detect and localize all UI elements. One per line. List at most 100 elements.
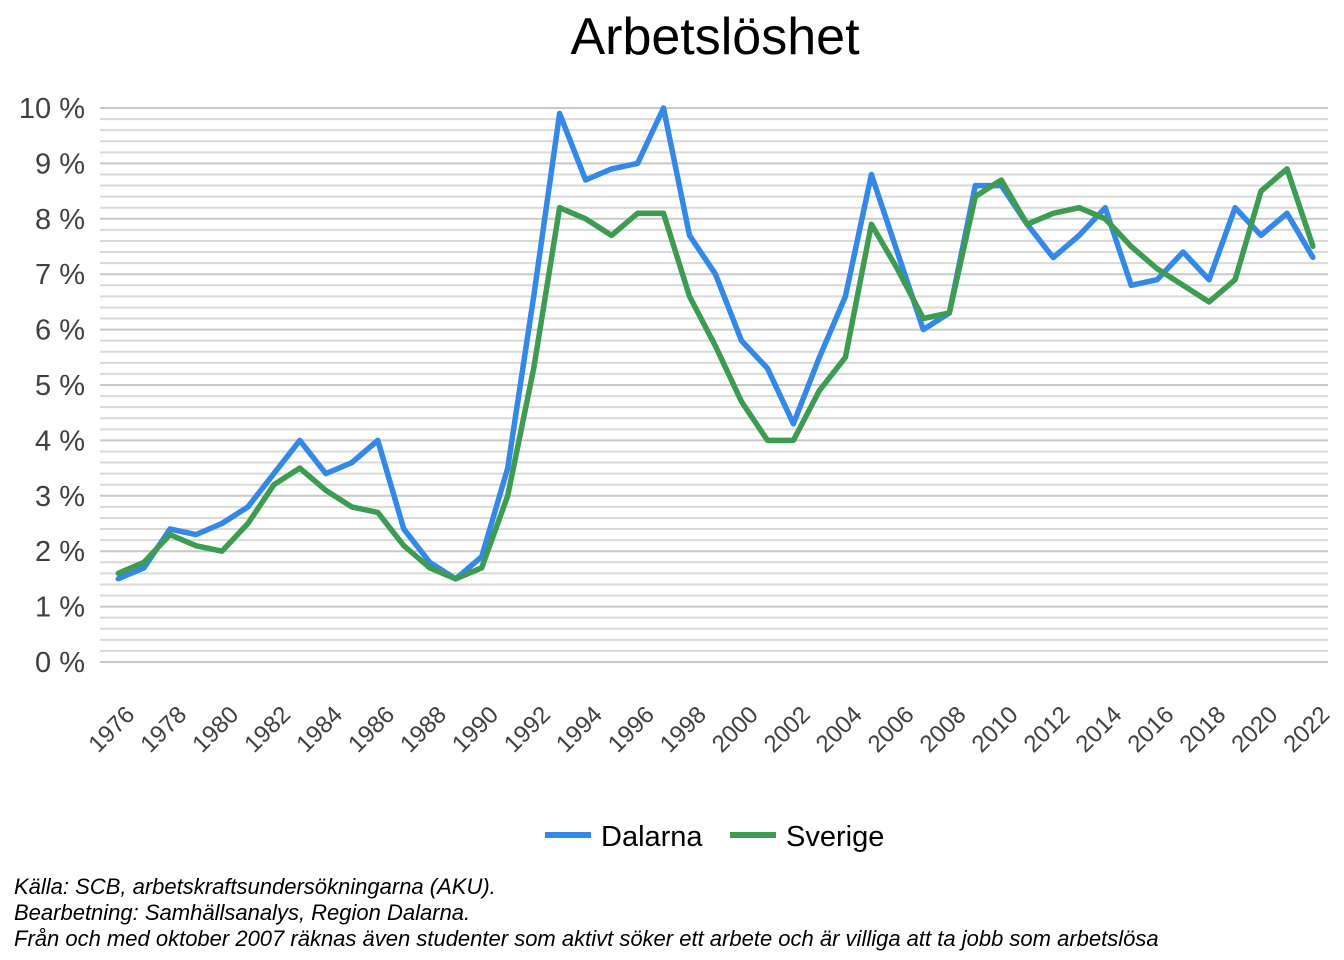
data-point-sverige-2020 — [1258, 188, 1264, 194]
data-point-sverige-2012 — [1050, 210, 1056, 216]
data-point-sverige-1984 — [323, 487, 329, 493]
data-point-sverige-1993 — [557, 205, 563, 211]
data-point-sverige-2022 — [1310, 244, 1316, 249]
data-point-dalarna-2004 — [842, 293, 848, 299]
data-point-sverige-1976 — [115, 570, 121, 576]
y-tick-label: 3 % — [35, 481, 85, 513]
data-point-sverige-1982 — [271, 482, 277, 488]
x-tick-label: 1988 — [395, 701, 452, 758]
data-point-dalarna-1977 — [141, 565, 147, 571]
x-tick-label: 1982 — [239, 701, 296, 758]
data-point-dalarna-1991 — [505, 465, 511, 471]
data-point-dalarna-1998 — [687, 232, 692, 238]
x-tick-label: 1986 — [343, 701, 400, 758]
data-point-sverige-2009 — [972, 194, 978, 200]
data-point-sverige-1996 — [635, 210, 641, 216]
data-point-sverige-1986 — [375, 509, 381, 515]
x-tick-label: 2004 — [811, 701, 868, 758]
data-point-sverige-1991 — [505, 493, 511, 499]
data-point-sverige-1999 — [713, 343, 718, 349]
data-point-dalarna-1992 — [531, 293, 537, 299]
data-point-sverige-2015 — [1128, 244, 1134, 249]
data-point-dalarna-2022 — [1310, 255, 1316, 261]
data-point-sverige-1981 — [245, 521, 251, 526]
x-tick-label: 2020 — [1226, 701, 1283, 758]
x-tick-label: 1998 — [655, 701, 712, 758]
legend-label-dalarna: Dalarna — [601, 821, 703, 853]
data-point-dalarna-1997 — [661, 105, 666, 111]
data-point-sverige-1979 — [193, 543, 199, 549]
y-tick-label: 0 % — [35, 647, 85, 679]
data-point-dalarna-1994 — [583, 177, 589, 183]
data-point-sverige-1992 — [531, 365, 537, 371]
data-point-dalarna-2013 — [1076, 232, 1082, 238]
data-point-dalarna-1976 — [115, 576, 121, 582]
data-point-dalarna-2002 — [790, 421, 796, 427]
x-tick-label: 2002 — [759, 701, 816, 758]
data-point-sverige-1997 — [661, 210, 666, 216]
data-point-dalarna-2020 — [1258, 232, 1264, 238]
x-tick-label: 2014 — [1071, 701, 1128, 758]
data-point-dalarna-1996 — [635, 160, 641, 166]
data-point-sverige-2000 — [739, 399, 744, 405]
data-point-dalarna-1984 — [323, 471, 329, 477]
footnote-definition-note: Från och med oktober 2007 räknas även st… — [14, 926, 1159, 951]
data-point-dalarna-1980 — [219, 521, 225, 526]
x-tick-label: 2022 — [1278, 701, 1335, 758]
x-tick-label: 1992 — [499, 701, 556, 758]
data-point-dalarna-2015 — [1128, 282, 1134, 288]
x-tick-label: 1994 — [551, 701, 608, 758]
data-point-dalarna-2006 — [894, 249, 900, 255]
y-tick-label: 10 % — [19, 93, 85, 125]
x-tick-label: 2008 — [915, 701, 972, 758]
data-point-dalarna-2001 — [765, 365, 770, 371]
legend-label-sverige: Sverige — [786, 821, 884, 853]
y-tick-label: 7 % — [35, 259, 85, 291]
data-point-dalarna-2014 — [1102, 205, 1108, 211]
data-point-dalarna-2017 — [1180, 249, 1186, 255]
data-point-sverige-2010 — [998, 177, 1004, 183]
x-tick-label: 1978 — [135, 701, 192, 758]
data-point-dalarna-1979 — [193, 532, 199, 538]
data-point-sverige-2018 — [1206, 299, 1212, 305]
data-point-sverige-1983 — [297, 465, 303, 471]
data-point-dalarna-1995 — [609, 166, 615, 172]
x-tick-label: 2010 — [967, 701, 1024, 758]
x-tick-label: 2000 — [707, 701, 764, 758]
y-axis-tick-labels: 0 % 1 % 2 % 3 % 4 % 5 % 6 % 7 % 8 % 9 % 10 % — [19, 93, 85, 679]
data-point-sverige-2007 — [920, 316, 926, 321]
data-point-sverige-1995 — [609, 232, 615, 238]
data-point-dalarna-2018 — [1206, 277, 1212, 283]
data-point-sverige-1998 — [687, 293, 692, 299]
x-tick-label: 2018 — [1174, 701, 1231, 758]
x-axis-tick-labels: 1976197819801982198419861988199019921994… — [83, 701, 1335, 758]
data-point-sverige-2011 — [1024, 221, 1030, 227]
x-tick-label: 1980 — [187, 701, 244, 758]
data-point-sverige-2016 — [1154, 266, 1160, 272]
footnote-processing: Bearbetning: Samhällsanalys, Region Dala… — [14, 900, 470, 925]
legend: Dalarna Sverige — [545, 821, 884, 853]
series-sverige — [115, 166, 1316, 582]
legend-item-dalarna: Dalarna — [545, 821, 703, 853]
x-tick-label: 1984 — [291, 701, 348, 758]
data-point-dalarna-2005 — [868, 172, 874, 177]
data-point-dalarna-1999 — [713, 271, 718, 277]
data-point-dalarna-1987 — [401, 526, 407, 532]
x-tick-label: 1976 — [83, 701, 140, 758]
gridlines — [100, 107, 1328, 663]
data-point-sverige-1978 — [167, 532, 173, 538]
data-point-dalarna-1978 — [167, 526, 173, 532]
data-point-sverige-1990 — [479, 565, 485, 571]
data-point-dalarna-1982 — [271, 471, 277, 477]
data-point-sverige-2021 — [1284, 166, 1290, 172]
data-point-dalarna-2021 — [1284, 210, 1290, 216]
y-tick-label: 1 % — [35, 592, 85, 624]
footnotes: Källa: SCB, arbetskraftsundersökningarna… — [14, 874, 1159, 951]
data-point-dalarna-2019 — [1232, 205, 1238, 211]
chart-title: Arbetslöshet — [570, 8, 860, 66]
data-point-sverige-2008 — [946, 310, 952, 316]
y-tick-label: 9 % — [35, 148, 85, 180]
data-point-dalarna-2007 — [920, 327, 926, 333]
y-tick-label: 6 % — [35, 315, 85, 347]
data-point-sverige-2014 — [1102, 216, 1108, 222]
